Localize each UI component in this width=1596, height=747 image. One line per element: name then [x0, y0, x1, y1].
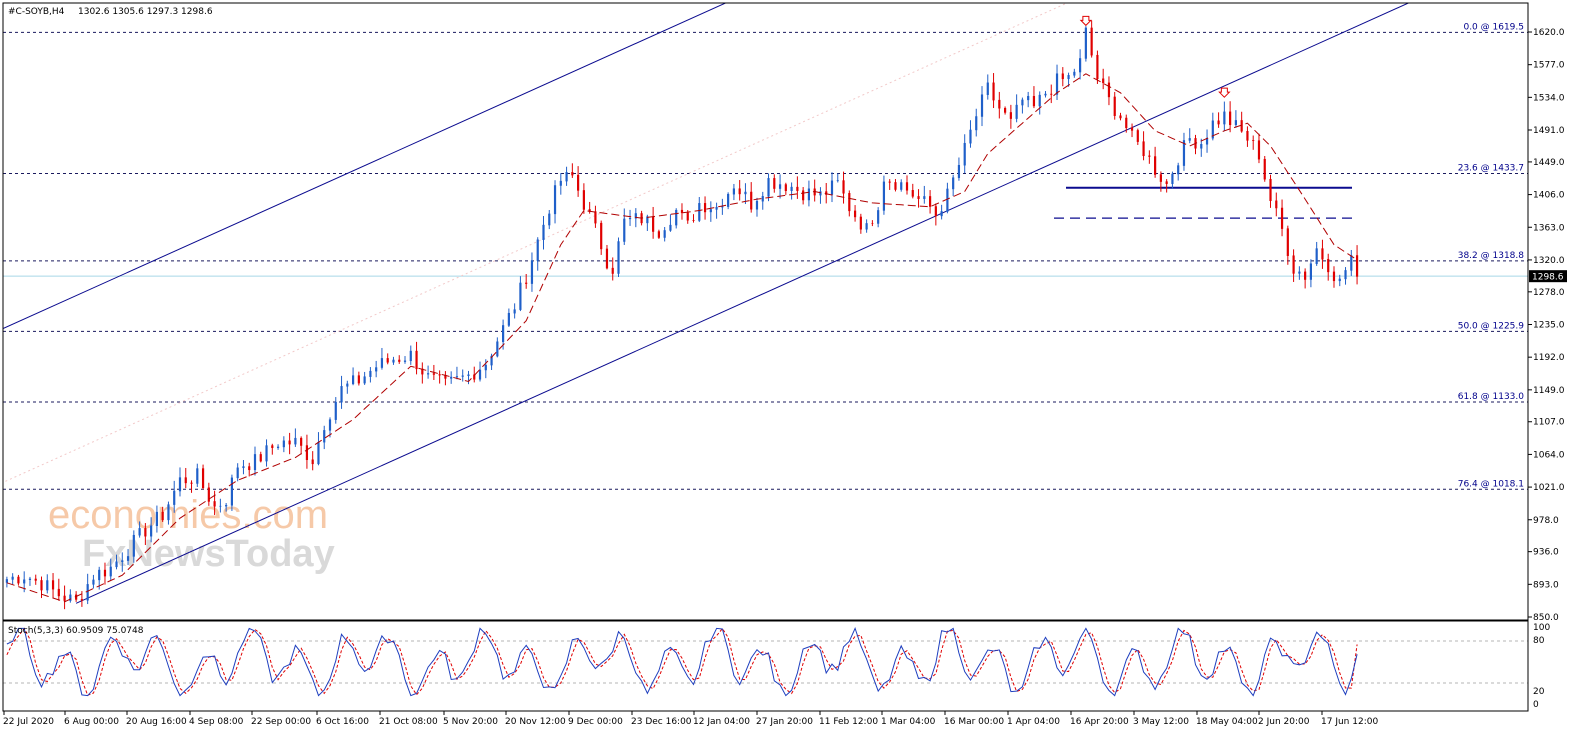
- fib-level-label: 23.6 @ 1433.7: [1458, 164, 1524, 174]
- time-tick-label: 1 Mar 04:00: [881, 717, 936, 727]
- swing-top-arrow: [1079, 15, 1093, 27]
- price-panel: 0.0 @ 1619.5 23.6 @ 1433.7 38.2 @ 1318.8 50…: [3, 3, 1528, 610]
- price-tick-label: 893.0: [1533, 580, 1559, 590]
- price-tick-label: 1577.0: [1533, 61, 1565, 71]
- stoch-label: Stoch(5,3,3) 60.9509 75.0748: [8, 626, 144, 636]
- time-tick-label: 18 May 04:00: [1196, 717, 1258, 727]
- channel-lower-line: [75, 3, 1410, 604]
- channel-upper-line: [3, 3, 727, 330]
- time-tick-label: 6 Oct 16:00: [316, 717, 369, 727]
- stoch-signal-line: [6, 627, 1358, 696]
- moving-average-line: [6, 73, 1358, 603]
- stoch-tick-label: 100: [1533, 623, 1550, 633]
- stoch-tick-label: 80: [1533, 636, 1545, 646]
- time-tick-label: 22 Jul 2020: [3, 717, 54, 727]
- time-tick-label: 20 Aug 16:00: [126, 717, 187, 727]
- watermark-line1: economies.com: [48, 493, 328, 537]
- time-tick-label: 12 Jan 04:00: [693, 717, 750, 727]
- time-tick-label: 23 Dec 16:00: [631, 717, 692, 727]
- fib-level-label: 0.0 @ 1619.5: [1463, 22, 1524, 32]
- price-tick-label: 1449.0: [1533, 158, 1565, 168]
- price-tick-label: 1363.0: [1533, 223, 1565, 233]
- price-tick-label: 936.0: [1533, 548, 1559, 558]
- time-tick-label: 20 Nov 12:00: [505, 717, 566, 727]
- time-axis: 22 Jul 2020 6 Aug 00:00 20 Aug 16:00 4 Sep …: [3, 711, 1378, 727]
- price-tick-label: 1021.0: [1533, 483, 1565, 493]
- fib-level-label: 50.0 @ 1225.9: [1458, 321, 1525, 331]
- price-tick-label: 1278.0: [1533, 288, 1565, 298]
- price-tick-label: 1320.0: [1533, 256, 1565, 266]
- price-tick-label: 1620.0: [1533, 28, 1565, 38]
- price-tick-label: 1107.0: [1533, 418, 1565, 428]
- fib-level-label: 76.4 @ 1018.1: [1458, 479, 1524, 489]
- time-tick-label: 11 Feb 12:00: [819, 717, 878, 727]
- price-tick-label: 1149.0: [1533, 386, 1565, 396]
- stoch-panel-frame: [2, 620, 1529, 712]
- stoch-tick-label: 20: [1533, 687, 1545, 697]
- price-panel-frame: [2, 2, 1529, 621]
- time-tick-label: 16 Apr 20:00: [1070, 717, 1129, 727]
- fib-level-label: 61.8 @ 1133.0: [1458, 392, 1525, 402]
- price-tick-label: 1235.0: [1533, 321, 1565, 331]
- price-tick-label: 1491.0: [1533, 126, 1565, 136]
- time-tick-label: 5 Nov 20:00: [443, 717, 498, 727]
- stoch-panel: [3, 627, 1528, 697]
- candles: [5, 20, 1359, 610]
- time-tick-label: 17 Jun 12:00: [1321, 717, 1378, 727]
- time-tick-label: 6 Aug 00:00: [64, 717, 119, 727]
- price-tick-label: 1192.0: [1533, 353, 1565, 363]
- current-price-badge: [1529, 270, 1567, 283]
- swing-top-arrow: [1218, 87, 1231, 98]
- price-tick-label: 978.0: [1533, 516, 1559, 526]
- price-tick-label: 1534.0: [1533, 93, 1565, 103]
- symbol-label: #C-SOYB,H4: [8, 7, 65, 17]
- stoch-tick-label: 0: [1533, 700, 1539, 710]
- time-tick-label: 3 May 12:00: [1133, 717, 1189, 727]
- ohlc-label: 1302.6 1305.6 1297.3 1298.6: [78, 7, 213, 17]
- watermark-line2: FxNewsToday: [82, 533, 335, 575]
- current-price-label: 1298.6: [1532, 273, 1564, 283]
- fib-level-label: 38.2 @ 1318.8: [1458, 251, 1525, 261]
- watermark: economies.com FxNewsToday: [48, 493, 335, 575]
- time-tick-label: 9 Dec 00:00: [568, 717, 623, 727]
- price-tick-label: 850.0: [1533, 613, 1559, 623]
- time-tick-label: 21 Oct 08:00: [379, 717, 438, 727]
- price-axis: 1620.0 1577.0 1534.0 1491.0 1449.0 1406.0 1363…: [1528, 28, 1567, 623]
- stoch-axis: 100 80 20 0: [1533, 623, 1550, 710]
- time-tick-label: 2 Jun 20:00: [1258, 717, 1310, 727]
- time-tick-label: 1 Apr 04:00: [1007, 717, 1060, 727]
- time-tick-label: 27 Jan 20:00: [756, 717, 813, 727]
- time-tick-label: 4 Sep 08:00: [189, 717, 244, 727]
- price-plot-area: [3, 3, 1410, 610]
- price-tick-label: 1406.0: [1533, 191, 1565, 201]
- time-tick-label: 16 Mar 00:00: [944, 717, 1004, 727]
- stoch-main-line: [6, 627, 1358, 697]
- time-tick-label: 22 Sep 00:00: [251, 717, 311, 727]
- price-tick-label: 1064.0: [1533, 450, 1565, 460]
